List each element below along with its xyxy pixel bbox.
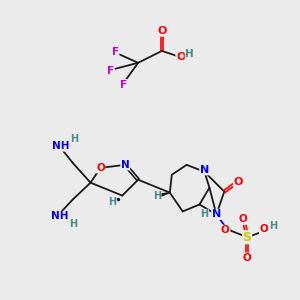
Text: H: H (108, 196, 116, 206)
Text: H: H (70, 134, 78, 144)
Text: N: N (200, 165, 209, 175)
Text: S: S (243, 231, 252, 244)
Text: F: F (107, 66, 114, 76)
Text: N: N (121, 160, 130, 170)
Text: O: O (221, 225, 230, 235)
Text: O: O (176, 52, 185, 62)
Text: H: H (200, 209, 208, 219)
Text: N: N (212, 209, 221, 219)
Text: O: O (260, 224, 268, 234)
Text: F: F (120, 80, 127, 90)
Text: NH: NH (52, 141, 70, 151)
Text: H: H (69, 219, 77, 229)
Text: F: F (112, 47, 119, 57)
Text: O: O (233, 177, 243, 187)
Text: H: H (185, 49, 194, 59)
Text: O: O (157, 26, 167, 36)
Text: O: O (96, 163, 105, 173)
Text: NH: NH (51, 212, 69, 221)
Text: O: O (239, 214, 248, 224)
Polygon shape (159, 193, 170, 197)
Text: H: H (269, 221, 277, 231)
Text: H: H (153, 190, 161, 201)
Text: O: O (243, 253, 251, 263)
